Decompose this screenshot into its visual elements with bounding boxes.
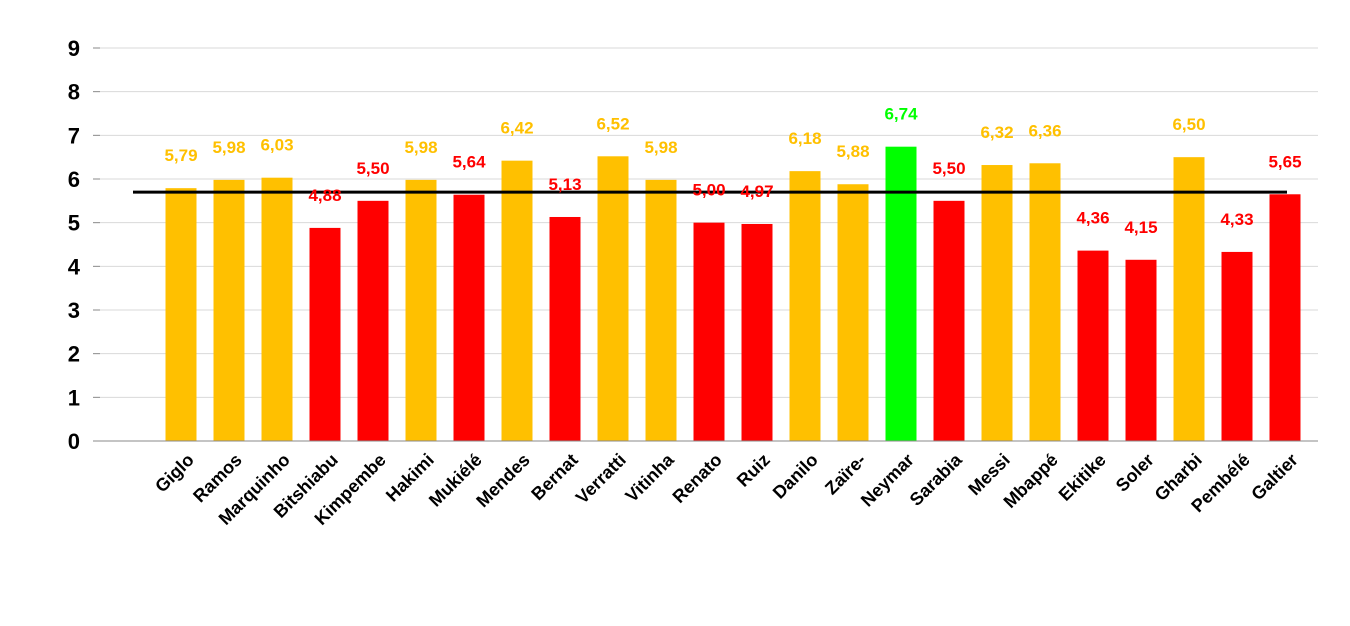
- category-label: Ruiz: [733, 450, 774, 491]
- category-label: Soler: [1112, 450, 1158, 496]
- y-axis-ticks: 0 1 2 3 4 5 6 7 8 9: [68, 36, 100, 454]
- value-label: 5,98: [644, 138, 677, 157]
- bar: [1221, 251, 1253, 441]
- bar: [789, 171, 821, 441]
- bar: [1173, 157, 1205, 441]
- value-label: 4,15: [1124, 218, 1157, 237]
- value-labels: 5,79 5,98 6,03 4,88 5,50 5,98 5,64 6,42 5,13 6,52…: [164, 105, 1301, 237]
- value-label: 4,36: [1076, 209, 1109, 228]
- value-label: 5,98: [404, 138, 437, 157]
- bar: [693, 222, 725, 441]
- value-label: 5,88: [836, 142, 869, 161]
- category-label: Ekitike: [1055, 450, 1110, 505]
- value-label: 5,65: [1268, 152, 1301, 171]
- value-label: 4,33: [1220, 210, 1253, 229]
- value-label: 4,97: [740, 182, 773, 201]
- bar: [309, 227, 341, 441]
- y-tick-label: 5: [68, 211, 80, 236]
- category-label: Neymar: [857, 450, 918, 511]
- bar: [645, 179, 677, 441]
- bars: [165, 146, 1301, 442]
- y-tick-label: 0: [68, 429, 80, 454]
- category-label: Galtier: [1247, 450, 1301, 504]
- value-label: 6,32: [980, 123, 1013, 142]
- y-tick-label: 9: [68, 36, 80, 61]
- category-label: Danilo: [769, 450, 822, 503]
- bar: [597, 156, 629, 441]
- category-label: Verratti: [572, 450, 630, 508]
- category-label: Mendes: [472, 450, 534, 512]
- value-label: 6,42: [500, 119, 533, 138]
- y-tick-label: 7: [68, 123, 80, 148]
- y-tick-label: 8: [68, 80, 80, 105]
- bar: [1077, 250, 1109, 441]
- bar: [1125, 259, 1157, 441]
- bar: [357, 200, 389, 441]
- category-labels: GigloRamosMarquinhoBitshiabuKimpembeHaki…: [151, 449, 1302, 529]
- bar: [453, 194, 485, 441]
- y-tick-label: 2: [68, 342, 80, 367]
- bar: [501, 160, 533, 441]
- bar: [1029, 163, 1061, 441]
- value-label: 6,03: [260, 136, 293, 155]
- value-label: 6,50: [1172, 115, 1205, 134]
- bar: [741, 223, 773, 441]
- y-tick-label: 4: [68, 254, 81, 279]
- value-label: 5,13: [548, 175, 581, 194]
- y-tick-label: 3: [68, 298, 80, 323]
- category-label: Vitinha: [621, 449, 678, 506]
- bar: [885, 146, 917, 442]
- value-label: 5,98: [212, 138, 245, 157]
- value-label: 6,18: [788, 129, 821, 148]
- value-label: 6,36: [1028, 121, 1061, 140]
- value-label: 6,74: [884, 105, 918, 124]
- bar: [933, 200, 965, 441]
- y-tick-label: 6: [68, 167, 80, 192]
- bar: [165, 188, 197, 441]
- value-label: 5,79: [164, 146, 197, 165]
- value-label: 5,00: [692, 181, 725, 200]
- bar: [549, 216, 581, 441]
- y-tick-label: 1: [68, 385, 80, 410]
- value-label: 6,52: [596, 114, 629, 133]
- category-label: Sarabia: [906, 449, 967, 510]
- value-label: 5,64: [452, 153, 486, 172]
- bar: [981, 165, 1013, 441]
- category-label: Renato: [669, 450, 726, 507]
- bar: [1269, 194, 1301, 441]
- value-label: 5,50: [356, 159, 389, 178]
- bar: [213, 179, 245, 441]
- bar: [405, 179, 437, 441]
- bar: [837, 184, 869, 442]
- value-label: 4,88: [308, 186, 341, 205]
- value-label: 5,50: [932, 159, 965, 178]
- bar: [261, 177, 293, 441]
